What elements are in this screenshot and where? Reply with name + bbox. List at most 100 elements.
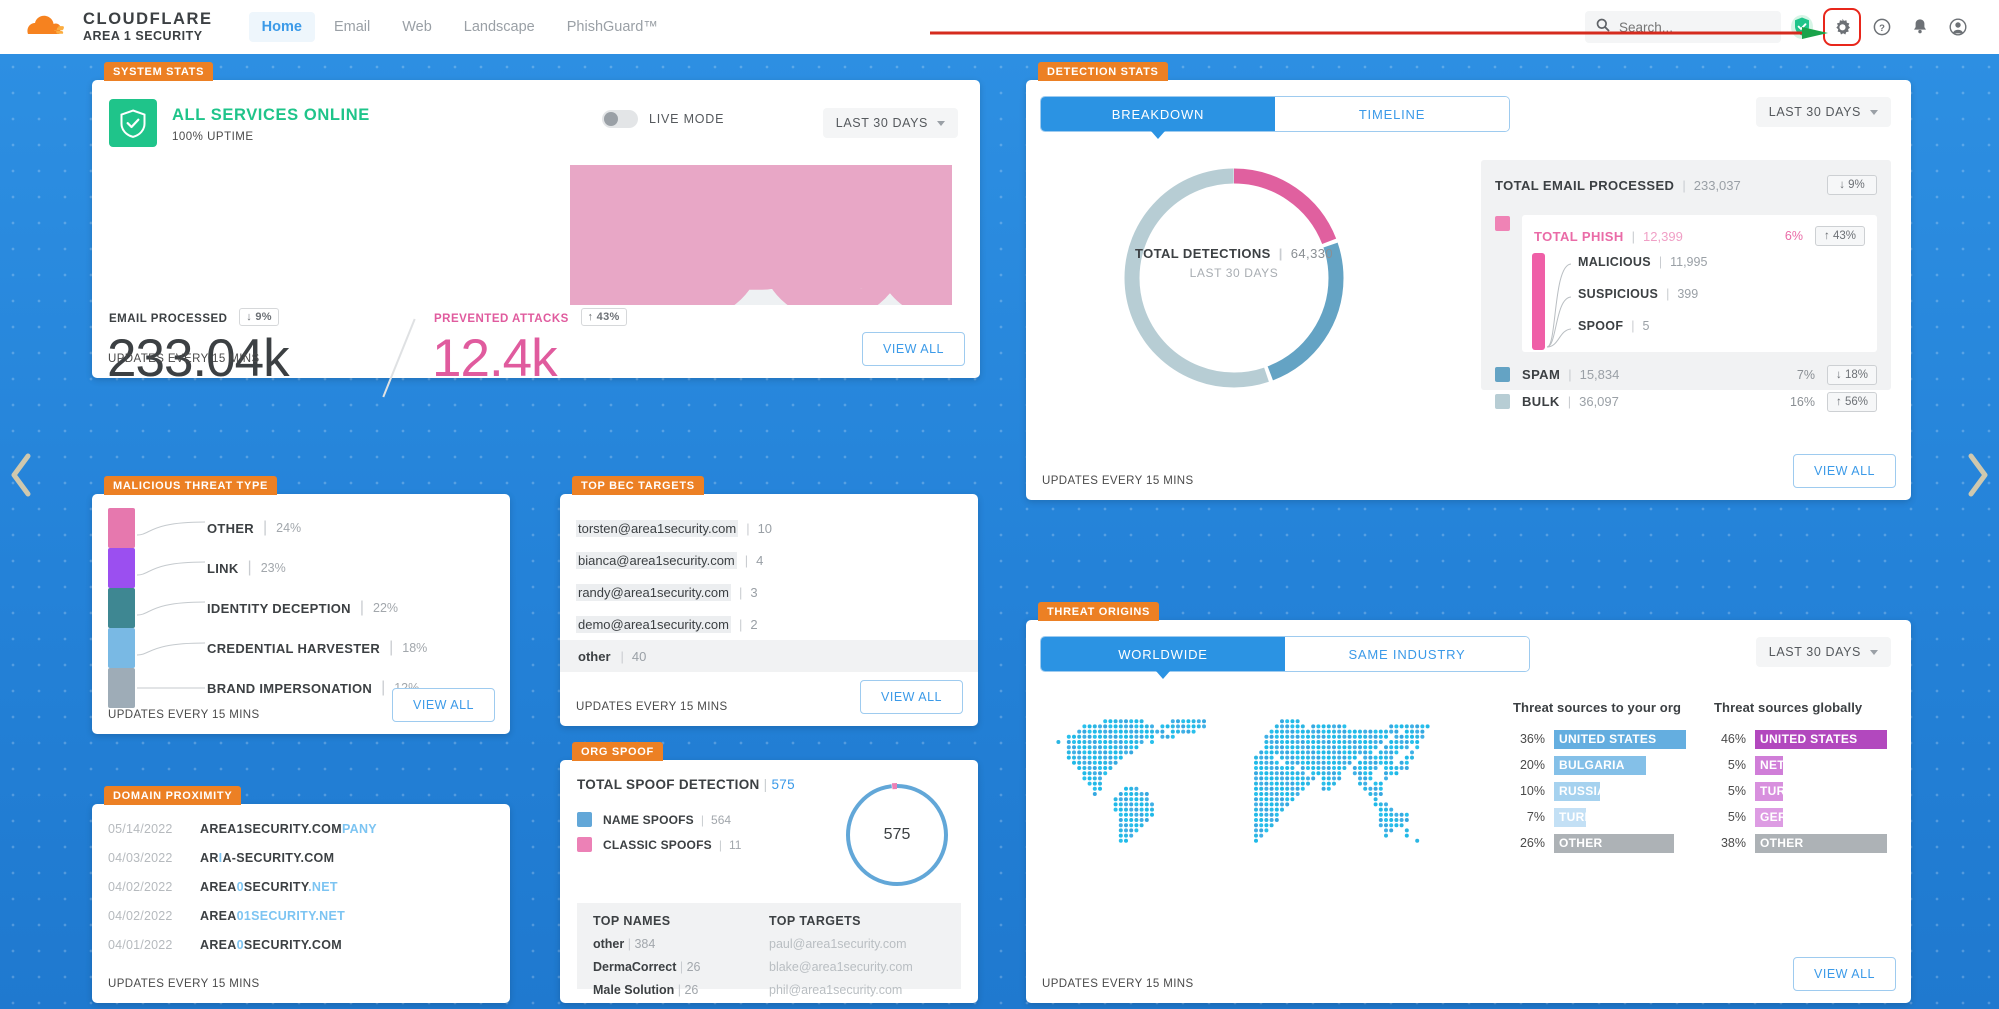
search-box[interactable] <box>1585 11 1781 43</box>
nav-item-phishguard[interactable]: PhishGuard™ <box>566 19 658 35</box>
total-phish-label: TOTAL PHISH <box>1534 228 1624 244</box>
tab-breakdown[interactable]: BREAKDOWN <box>1041 97 1275 139</box>
search-icon <box>1596 18 1610 37</box>
table-row[interactable]: demo@area1security.com | 2 <box>576 615 758 633</box>
swatch-other <box>108 508 135 548</box>
help-icon[interactable]: ? <box>1865 10 1899 44</box>
panel-malicious-threat-type: MALICIOUS THREAT TYPE OTHER | 24% LINK | 2… <box>92 476 510 734</box>
tab-timeline[interactable]: TIMELINE <box>1275 97 1509 131</box>
swatch-brand-impersonation <box>108 668 135 708</box>
connector-line <box>136 561 206 576</box>
bulk-delta: ↑ 56% <box>1827 391 1877 412</box>
malicious-threat-list: OTHER | 24% LINK | 23% IDENTITY DECEPTION … <box>108 508 498 708</box>
bell-icon[interactable] <box>1903 10 1937 44</box>
search-input[interactable] <box>1619 19 1759 35</box>
live-mode-control[interactable]: LIVE MODE <box>602 110 724 128</box>
swatch-name-spoofs <box>577 812 592 827</box>
nav-item-web[interactable]: Web <box>402 19 432 35</box>
total-email-processed-delta: ↓ 9% <box>1827 175 1877 195</box>
top-targets-column: TOP TARGETS paul@area1security.com blake… <box>769 914 945 997</box>
phish-connector-lines <box>1546 263 1572 348</box>
chevron-down-icon <box>1870 109 1878 115</box>
threat-origins-tabs: WORLDWIDE SAME INDUSTRY <box>1040 636 1530 679</box>
tab-same-industry[interactable]: SAME INDUSTRY <box>1285 637 1529 671</box>
donut-center-value: 64,330 <box>1290 246 1333 261</box>
panel-org-spoof: ORG SPOOF TOTAL SPOOF DETECTION | 575 NA… <box>560 742 978 1003</box>
account-icon[interactable] <box>1941 10 1975 44</box>
total-email-processed-value: 233,037 <box>1693 177 1741 193</box>
system-stats-footnote: UPDATES EVERY 15 MINS <box>108 353 260 365</box>
kpi-email-processed-value: 233.04k <box>107 329 290 388</box>
live-mode-label: LIVE MODE <box>649 112 725 126</box>
spam-pct: 7% <box>1796 367 1815 382</box>
nav-item-landscape[interactable]: Landscape <box>463 19 535 35</box>
table-row[interactable]: 04/02/2022 AREA0SECURITY.NET <box>108 880 338 894</box>
table-row[interactable]: bianca@area1security.com | 4 <box>576 551 764 569</box>
list-item: other | 384 <box>593 937 656 951</box>
chevron-down-icon <box>1870 649 1878 655</box>
table-row[interactable]: 04/01/2022 AREA0SECURITY.COM <box>108 938 342 952</box>
gear-icon[interactable] <box>1823 8 1861 46</box>
top-navigation-bar: CLOUDFLARE AREA 1 SECURITY Home Email We… <box>0 0 1999 54</box>
table-row[interactable]: randy@area1security.com | 3 <box>576 583 758 601</box>
brand-subtitle: AREA 1 SECURITY <box>83 28 203 43</box>
list-item[interactable]: LINK | 23% <box>108 548 498 588</box>
system-stats-range-dropdown[interactable]: LAST 30 DAYS <box>822 108 958 138</box>
system-stats-view-all-button[interactable]: VIEW ALL <box>862 332 965 366</box>
list-item: phil@area1security.com <box>769 983 903 997</box>
detection-stats-view-all-button[interactable]: VIEW ALL <box>1793 454 1896 488</box>
panel-tag-system-stats: SYSTEM STATS <box>104 62 214 81</box>
org-spoof-title: TOTAL SPOOF DETECTION | 575 <box>577 777 795 792</box>
table-row[interactable]: 04/03/2022 ARIA-SECURITY.COM <box>108 851 335 865</box>
org-spoof-ring-chart: 575 <box>844 782 950 893</box>
bec-footnote: UPDATES EVERY 15 MINS <box>576 701 728 713</box>
row-phish-suspicious: SUSPICIOUS | 399 <box>1578 287 1699 301</box>
org-spoof-top-lists: TOP NAMES other | 384 DermaCorrect | 26 … <box>577 903 961 997</box>
threat-origins-range-dropdown[interactable]: LAST 30 DAYS <box>1755 637 1891 667</box>
threat-origins-columns: Threat sources to your org 36% UNITED ST… <box>1513 700 1887 856</box>
top-names-column: TOP NAMES other | 384 DermaCorrect | 26 … <box>593 914 769 997</box>
system-stats-sparkline-chart <box>504 100 1009 348</box>
bulk-value: 36,097 <box>1579 394 1619 409</box>
shield-check-icon[interactable] <box>1785 10 1819 44</box>
cloudflare-logo-icon <box>22 10 74 44</box>
phish-malicious-value: 11,995 <box>1670 255 1708 269</box>
malicious-threat-view-all-button[interactable]: VIEW ALL <box>392 688 495 722</box>
chevron-left-icon[interactable] <box>9 452 35 498</box>
donut-center-text: TOTAL DETECTIONS | 64,330 LAST 30 DAYS <box>1114 246 1354 280</box>
table-row: 5% NETHERLANDS <box>1714 752 1887 778</box>
nav-item-email[interactable]: Email <box>333 19 371 35</box>
kpi-prevented-attacks-value: 12.4k <box>432 329 558 388</box>
nav-items: Home Email Web Landscape PhishGuard™ <box>248 12 671 42</box>
detection-stats-breakdown-list: TOTAL EMAIL PROCESSED | 233,037 ↓ 9% TOT… <box>1481 160 1891 412</box>
bulk-pct: 16% <box>1789 394 1815 409</box>
threat-origins-view-all-button[interactable]: VIEW ALL <box>1793 957 1896 991</box>
kpi-email-processed-label: EMAIL PROCESSED ↓ 9% <box>109 308 279 326</box>
pct-credential-harvester: 18% <box>402 641 428 655</box>
brand-logo[interactable]: CLOUDFLARE AREA 1 SECURITY <box>22 10 213 44</box>
list-item[interactable]: IDENTITY DECEPTION | 22% <box>108 588 498 628</box>
table-row[interactable]: torsten@area1security.com | 10 <box>576 519 773 537</box>
list-item[interactable]: OTHER | 24% <box>108 508 498 548</box>
tab-worldwide[interactable]: WORLDWIDE <box>1041 637 1285 679</box>
system-stats-range-value: LAST 30 DAYS <box>835 116 928 130</box>
dashboard-canvas: SYSTEM STATS ALL SERVICES ONLINE 100% UP… <box>0 54 1999 1009</box>
live-mode-toggle[interactable] <box>602 110 638 128</box>
list-item: paul@area1security.com <box>769 937 907 951</box>
swatch-link <box>108 548 135 588</box>
chevron-right-icon[interactable] <box>1964 452 1990 498</box>
list-item[interactable]: CREDENTIAL HARVESTER | 18% <box>108 628 498 668</box>
nav-item-home[interactable]: Home <box>248 12 315 42</box>
list-item: Male Solution | 26 <box>593 983 699 997</box>
bec-view-all-button[interactable]: VIEW ALL <box>860 680 963 714</box>
list-item[interactable]: BRAND IMPERSONATION |12% <box>108 668 498 708</box>
table-row[interactable]: other | 40 <box>560 640 978 672</box>
table-row[interactable]: 04/02/2022 AREA01SECURITY.NET <box>108 909 346 923</box>
row-phish-malicious: MALICIOUS | 11,995 <box>1578 255 1708 269</box>
domain-proximity-footnote: UPDATES EVERY 15 MINS <box>108 978 260 990</box>
chevron-down-icon <box>937 120 945 126</box>
detection-stats-range-dropdown[interactable]: LAST 30 DAYS <box>1755 97 1891 127</box>
table-row: 7% TURKEY <box>1513 804 1686 830</box>
table-row[interactable]: 05/14/2022 AREA1SECURITY.COMPANY <box>108 822 377 836</box>
table-row: 20% BULGARIA <box>1513 752 1686 778</box>
